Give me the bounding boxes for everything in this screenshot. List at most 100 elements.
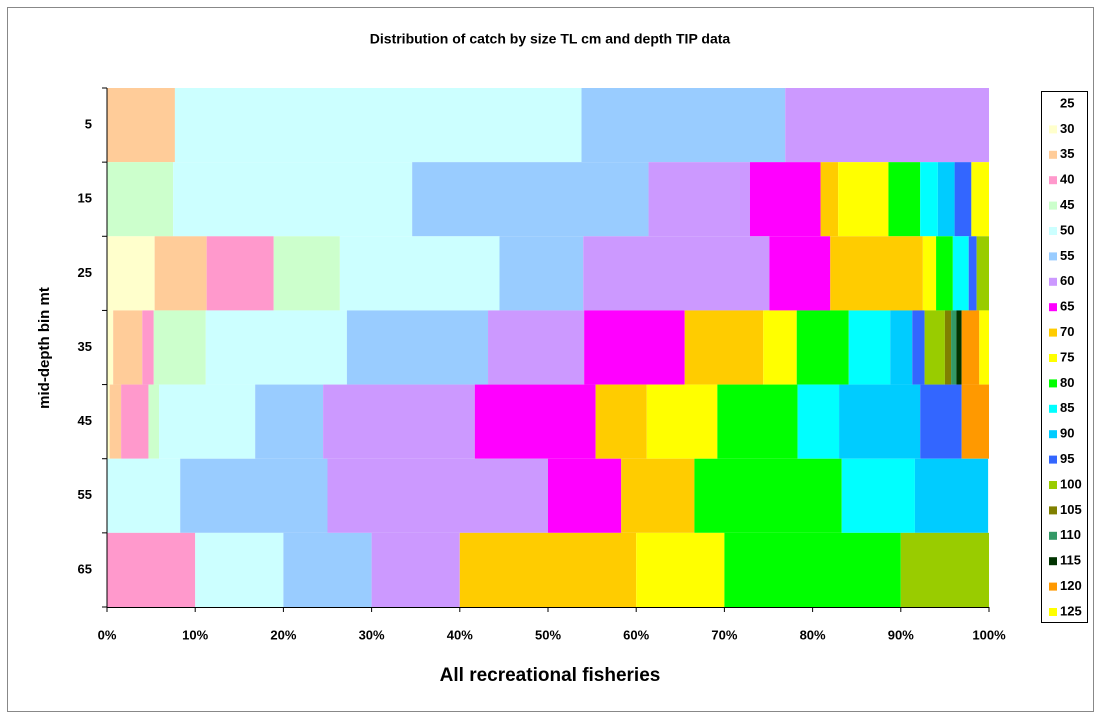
bar-segment	[968, 236, 977, 311]
bar-segment	[142, 310, 154, 385]
bar-segment	[323, 384, 475, 459]
bar-segment	[684, 310, 764, 385]
legend-label: 90	[1060, 426, 1074, 441]
bar-segment	[694, 458, 842, 533]
x-tick-label: 10%	[182, 627, 208, 642]
bar-segment	[109, 384, 122, 459]
bar-segment	[920, 162, 938, 237]
legend-swatch	[1048, 99, 1058, 109]
legend-label: 30	[1060, 121, 1074, 136]
bar-segment	[346, 310, 489, 385]
bar-segment	[914, 458, 989, 533]
bar-segment	[174, 88, 582, 163]
y-tick-label: 65	[78, 561, 92, 576]
bar-segment	[830, 236, 923, 311]
x-tick-label: 50%	[535, 627, 561, 642]
x-tick-label: 40%	[447, 627, 473, 642]
legend-swatch	[1049, 201, 1057, 210]
bar-segment	[797, 384, 840, 459]
legend-label: 65	[1060, 299, 1074, 314]
bar-segment	[922, 236, 937, 311]
bar-segment	[113, 310, 143, 385]
x-tick-label: 20%	[270, 627, 296, 642]
bar-segment	[283, 532, 372, 607]
x-tick-label: 30%	[359, 627, 385, 642]
bar-segment	[205, 310, 347, 385]
legend-swatch	[1049, 531, 1057, 540]
bar-segment	[820, 162, 839, 237]
legend-label: 35	[1060, 146, 1074, 161]
legend-swatch	[1049, 455, 1057, 464]
bar-segment	[769, 236, 831, 311]
bar-segment	[839, 384, 921, 459]
legend-label: 80	[1060, 375, 1074, 390]
bar-segment	[327, 458, 548, 533]
y-tick-label: 55	[78, 487, 92, 502]
legend-label: 55	[1060, 248, 1074, 263]
legend-swatch	[1049, 150, 1057, 159]
legend-label: 120	[1060, 578, 1082, 593]
legend-label: 115	[1060, 553, 1081, 568]
bar-segment	[785, 88, 989, 163]
bar-segment	[195, 532, 284, 607]
bar-segment	[888, 162, 921, 237]
bar-segment	[459, 532, 637, 607]
legend-swatch	[1049, 430, 1057, 439]
bar-segment	[841, 458, 915, 533]
y-tick-label: 35	[78, 339, 92, 354]
bar-segment	[971, 162, 989, 237]
legend-label: 40	[1060, 172, 1074, 187]
bar-segment	[890, 310, 913, 385]
bar-segment	[956, 310, 962, 385]
y-axis-title: mid-depth bin mt	[36, 287, 53, 409]
bar-segment	[107, 458, 181, 533]
x-tick-label: 70%	[711, 627, 737, 642]
x-tick-label: 100%	[972, 627, 1006, 642]
bar-segment	[937, 162, 955, 237]
legend-swatch	[1049, 557, 1057, 566]
bar-segment	[474, 384, 596, 459]
y-tick-label: 15	[78, 191, 92, 206]
bar-segment	[499, 236, 584, 311]
bar-segment	[646, 384, 718, 459]
bar-segment	[621, 458, 695, 533]
bar-segment	[548, 458, 622, 533]
bar-segment	[936, 236, 953, 311]
chart-title: Distribution of catch by size TL cm and …	[370, 31, 731, 47]
bar-segment	[159, 384, 256, 459]
bar-segment	[796, 310, 849, 385]
bar-segment	[961, 384, 989, 459]
bar-segment	[595, 384, 647, 459]
legend-label: 95	[1060, 451, 1074, 466]
bar-segment	[255, 384, 324, 459]
legend-swatch	[1049, 277, 1057, 286]
y-tick-label: 25	[78, 265, 92, 280]
bar-segment	[173, 162, 413, 237]
x-tick-label: 90%	[888, 627, 914, 642]
bar-segment	[412, 162, 649, 237]
legend-label: 125	[1060, 603, 1082, 618]
bar-segment	[180, 458, 328, 533]
bar-segment	[848, 310, 891, 385]
legend-swatch	[1049, 303, 1057, 312]
legend-swatch	[1049, 608, 1057, 616]
bar-segment	[838, 162, 889, 237]
y-tick-label: 45	[78, 413, 92, 428]
bar-segment	[912, 310, 925, 385]
legend-swatch	[1049, 328, 1057, 337]
bar-segment	[749, 162, 821, 237]
bar-segment	[763, 310, 797, 385]
bar-segment	[488, 310, 585, 385]
legend-label: 105	[1060, 502, 1082, 517]
bar-segment	[107, 236, 155, 311]
bar-segment	[121, 384, 149, 459]
bar-segment	[107, 384, 110, 459]
legend-swatch	[1049, 582, 1057, 591]
bar-segment	[154, 236, 207, 311]
bar-segment	[583, 236, 770, 311]
legend-label: 25	[1060, 95, 1074, 110]
legend-label: 70	[1060, 324, 1074, 339]
legend-swatch	[1049, 176, 1057, 185]
bar-segment	[153, 310, 206, 385]
bar-segment	[952, 236, 969, 311]
